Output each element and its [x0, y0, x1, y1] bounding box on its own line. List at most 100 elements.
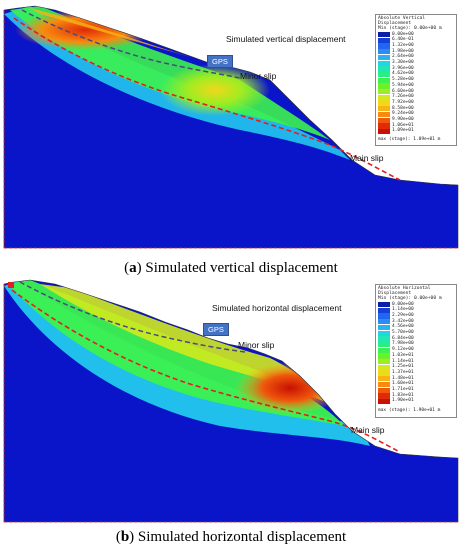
legend-swatch	[378, 370, 390, 376]
legend-value: 2.29e+00	[392, 312, 414, 318]
legend-title: Absolute Horizontal Displacement Min (st…	[378, 286, 442, 301]
legend-value: 5.28e+00	[392, 77, 414, 83]
caption-text: Simulated horizontal displacement	[137, 529, 347, 545]
legend-row: 4.62e+00	[378, 71, 458, 78]
legend-swatch	[378, 347, 390, 353]
legend-swatch	[378, 49, 390, 55]
legend-row: 2.29e+00	[378, 312, 458, 319]
legend-swatch	[378, 106, 390, 112]
gps-marker: GPS	[207, 55, 233, 68]
legend-value: 8.58e+00	[392, 105, 414, 111]
legend-value: 0.00e+00	[392, 31, 414, 37]
legend-row: 5.28e+00	[378, 77, 458, 83]
legend-row: 9.12e+00	[378, 347, 458, 353]
gps-marker: GPS	[203, 323, 229, 336]
legend-value: 9.24e+00	[392, 111, 414, 117]
color-legend: Absolute Vertical Displacement Min (stag…	[375, 14, 457, 146]
legend-row: 8.58e+00	[378, 105, 458, 112]
legend-value: 4.62e+00	[392, 71, 414, 77]
legend-swatch	[378, 353, 390, 359]
legend-footer: max (stage): 1.09e+01 m	[378, 137, 441, 142]
figure-caption: (a) Simulated vertical displacement	[124, 260, 338, 276]
caption-letter: a	[129, 260, 137, 276]
legend-row: 0.00e+00	[378, 302, 458, 308]
legend-row: 1.14e+00	[378, 307, 458, 314]
main-slip-label: Main slip	[351, 425, 385, 435]
legend-swatch	[378, 100, 390, 106]
legend-swatch	[378, 319, 390, 325]
legend-row: 3.42e+00	[378, 318, 458, 325]
caption-text: Simulated vertical displacement	[145, 260, 338, 276]
caption-letter: b	[120, 529, 130, 545]
legend-value: 1.25e+01	[392, 364, 414, 370]
ground-surface-line	[3, 279, 459, 523]
legend-value: 1.48e+01	[392, 375, 414, 381]
corner-marker	[8, 282, 14, 288]
legend-swatch	[378, 43, 390, 49]
legend-value: 2.64e+00	[392, 54, 414, 60]
legend-swatch	[378, 330, 390, 336]
legend-swatch	[378, 128, 390, 135]
legend-swatch	[378, 37, 390, 44]
legend-row: 1.32e+00	[378, 42, 458, 49]
legend-value: 1.06e+01	[392, 122, 414, 128]
plot-annotation-title: Simulated vertical displacement	[226, 34, 346, 44]
legend-swatch	[378, 302, 390, 308]
plot-annotation-title: Simulated horizontal displacement	[212, 303, 342, 313]
minor-slip-surface	[21, 9, 241, 79]
legend-row: 3.30e+00	[378, 60, 458, 66]
legend-value: 6.40e-01	[392, 37, 414, 43]
legend-value: 3.42e+00	[392, 318, 414, 324]
legend-footer: max (stage): 1.90e+01 m	[378, 408, 441, 413]
main-slip-surface	[11, 289, 401, 453]
legend-row: 1.98e+00	[378, 49, 458, 55]
legend-swatch	[378, 381, 390, 388]
legend-swatch	[378, 123, 390, 129]
legend-row: 1.25e+01	[378, 364, 458, 371]
legend-value: 4.56e+00	[392, 324, 414, 330]
legend-value: 9.90e+00	[392, 117, 414, 122]
legend-value: 3.30e+00	[392, 60, 414, 65]
legend-row: 5.94e+00	[378, 83, 458, 89]
legend-row: 1.14e+01	[378, 359, 458, 365]
legend-value: 1.37e+01	[392, 369, 414, 375]
legend-row: 9.90e+00	[378, 117, 458, 123]
legend-value: 6.60e+00	[392, 88, 414, 94]
legend-swatch	[378, 359, 390, 365]
legend-row: 6.60e+00	[378, 88, 458, 95]
legend-row: 3.96e+00	[378, 65, 458, 72]
legend-swatch	[378, 71, 390, 78]
legend-swatch	[378, 32, 390, 38]
legend-swatch	[378, 66, 390, 72]
legend-swatch	[378, 117, 390, 123]
legend-row: 1.37e+01	[378, 369, 458, 376]
legend-value: 7.26e+00	[392, 94, 414, 100]
legend-value: 1.32e+00	[392, 42, 414, 48]
panel-vertical-displacement: Simulated vertical displacement GPS Mino…	[0, 0, 462, 276]
legend-value: 1.90e+01	[392, 398, 414, 404]
legend-row: 9.24e+00	[378, 111, 458, 118]
legend-row: 7.26e+00	[378, 94, 458, 101]
legend-swatch	[378, 111, 390, 118]
legend-row: 1.06e+01	[378, 122, 458, 129]
legend-swatch	[378, 393, 390, 399]
figure-caption: (b) Simulated horizontal displacement	[115, 529, 347, 545]
legend-value: 6.84e+00	[392, 335, 414, 341]
legend-swatch	[378, 376, 390, 382]
legend-row: 5.70e+00	[378, 330, 458, 336]
legend-value: 7.92e+00	[392, 99, 414, 105]
legend-row: 1.48e+01	[378, 375, 458, 382]
legend-swatch	[378, 364, 390, 371]
legend-value: 3.96e+00	[392, 65, 414, 71]
legend-row: 1.03e+01	[378, 353, 458, 359]
minor-slip-label: Minor slip	[240, 71, 277, 81]
legend-row: 1.83e+01	[378, 393, 458, 399]
panel-horizontal-displacement: Simulated horizontal displacement GPS Mi…	[0, 276, 462, 550]
legend-value: 1.60e+01	[392, 381, 414, 387]
legend-row: 7.92e+00	[378, 99, 458, 106]
legend-swatch	[378, 398, 390, 405]
legend-swatch	[378, 83, 390, 89]
legend-swatch	[378, 336, 390, 342]
legend-value: 9.12e+00	[392, 347, 414, 353]
legend-value: 1.71e+01	[392, 387, 414, 392]
